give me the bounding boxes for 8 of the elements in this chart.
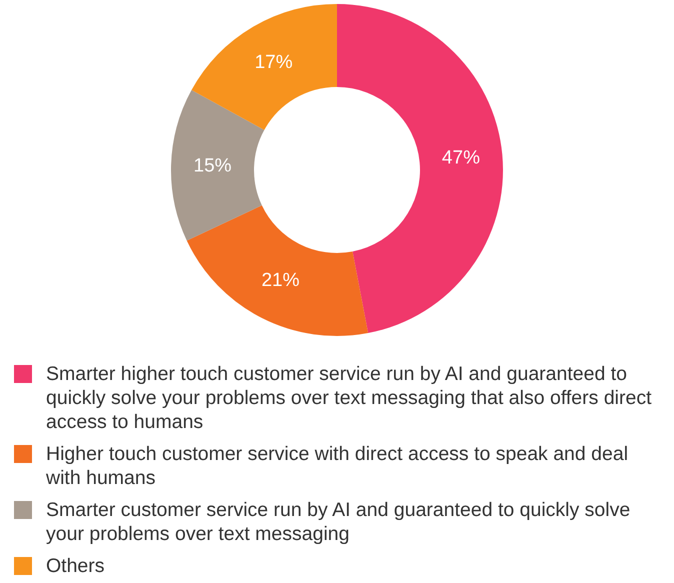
legend-label: Smarter higher touch customer service run by AI and guaranteed to quickly solve your problems over text messaging that also offers direct access to humans bbox=[46, 362, 652, 434]
data-label: 21% bbox=[261, 270, 300, 292]
legend-label: Smarter customer service run by AI and guaranteed to quickly solve your problems over text messaging bbox=[46, 498, 632, 546]
legend-label: Others bbox=[46, 554, 105, 578]
data-label: 15% bbox=[194, 155, 232, 176]
data-label: 17% bbox=[254, 52, 293, 74]
data-label: 47% bbox=[442, 148, 480, 169]
legend-label: Higher touch customer service with direct access to speak and deal with humans bbox=[46, 442, 630, 490]
